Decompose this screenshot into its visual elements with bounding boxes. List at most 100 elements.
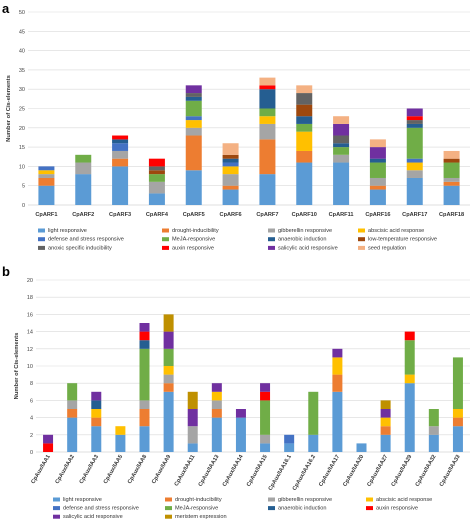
legend-swatch <box>268 228 275 233</box>
bar-segment <box>284 443 295 452</box>
y-tick-label: 10 <box>19 164 25 170</box>
bar-segment <box>222 185 239 190</box>
bar-segment <box>163 314 174 332</box>
y-tick-label: 0 <box>30 450 33 456</box>
bar-segment <box>452 357 463 409</box>
legend-label: auxin responsive <box>376 506 418 512</box>
chart-b: 0 2 4 6 8 10 12 14 16 18 20 Number of Cis-elements C… <box>14 278 470 520</box>
x-tick-label: CpAux/IAA1 <box>30 454 51 485</box>
bar-segment <box>112 143 129 151</box>
bar-segment <box>185 120 202 128</box>
bar-segment <box>284 434 295 444</box>
bar-segment <box>148 174 165 182</box>
legend-label: MeJA-responsive <box>175 506 218 512</box>
bar-segment <box>139 426 150 452</box>
legend-label: gibberellin responsive <box>278 228 332 234</box>
bar-segment <box>332 374 343 392</box>
bar-segment <box>428 426 439 435</box>
bar-segment <box>296 123 313 132</box>
bar-segment <box>112 158 129 167</box>
legend-swatch <box>162 228 169 233</box>
x-tick-label: CpARF1 <box>35 212 57 218</box>
bar-segment <box>296 93 313 105</box>
bar-segment <box>43 443 54 452</box>
y-tick-label: 2 <box>30 433 33 439</box>
x-tick-label: CpAux/IAA14 <box>222 453 245 487</box>
bar-segment <box>139 409 150 427</box>
bar-segment <box>91 417 102 427</box>
bar-segment <box>333 154 350 163</box>
x-tick-label: CpARF6 <box>220 212 242 218</box>
legend-swatch <box>162 237 169 242</box>
bar-segment <box>148 166 165 171</box>
bar-segment <box>112 150 129 159</box>
bar-segment <box>185 93 202 97</box>
bar-segment <box>406 158 423 163</box>
y-tick-label: 6 <box>30 398 33 404</box>
y-tick-label: 18 <box>27 295 33 301</box>
bar-segment <box>222 158 239 163</box>
y-tick-label: 50 <box>19 10 25 16</box>
bar-segment <box>38 174 55 178</box>
y-tick-label: 15 <box>19 145 25 151</box>
bar-segment <box>115 434 126 452</box>
legend-label: low-temperature responsive <box>368 237 437 243</box>
bar-segment <box>67 417 78 452</box>
legend-label: defense and stress responsive <box>63 506 139 512</box>
bar-segment <box>38 177 55 186</box>
bar-segment <box>380 417 391 427</box>
legend-label: salicylic acid responsive <box>278 245 338 251</box>
bar-segment <box>235 417 246 452</box>
legend-swatch <box>165 506 172 511</box>
bar-segment <box>369 158 386 163</box>
legend-label: auxin responsive <box>172 245 214 251</box>
bar-segment <box>185 116 202 121</box>
bar-segment <box>452 409 463 418</box>
x-tick-label: CpAux/IAA27 <box>366 454 389 488</box>
bar-segment <box>296 85 313 94</box>
bar-segment <box>443 162 460 178</box>
bar-segment <box>139 331 150 341</box>
bar-segment <box>38 170 55 175</box>
bar-segment <box>369 177 386 186</box>
bar-segment <box>222 166 239 175</box>
legend-label: defense and stress responsive <box>48 237 124 243</box>
bar-segment <box>406 177 423 205</box>
y-tick-label: 25 <box>19 107 25 113</box>
bar-segment <box>222 143 239 155</box>
bar-segment <box>75 154 92 163</box>
bar-segment <box>404 331 415 341</box>
bar-segment <box>235 409 246 418</box>
x-tick-label: CpAux/IAA29 <box>391 454 414 488</box>
bar-segment <box>406 123 423 128</box>
x-tick-label: CpAux/IAA20 <box>342 454 365 488</box>
bar-segment <box>443 158 460 163</box>
legend-label: gibberellin responsive <box>278 497 332 503</box>
bar-segment <box>259 123 276 140</box>
x-tick-label: CpAux/IAA3 <box>79 454 100 485</box>
bar-segment <box>222 174 239 186</box>
legend-label: seed regulation <box>368 245 406 251</box>
bar-segment <box>443 150 460 159</box>
bar-segment <box>222 162 239 167</box>
bar-segment <box>406 116 423 121</box>
legend-swatch <box>268 497 275 502</box>
y-tick-label: 40 <box>19 49 25 55</box>
bar-segment <box>452 426 463 452</box>
x-tick-label: CpARF2 <box>72 212 94 218</box>
bar-segment <box>185 127 202 136</box>
x-tick-label: CpARF11 <box>329 212 354 218</box>
bar-segment <box>38 185 55 205</box>
x-tick-label: CpAux/IAA16.2 <box>292 454 317 492</box>
bar-segment <box>404 383 415 452</box>
x-tick-label: CpAux/IAA15 <box>246 454 269 488</box>
bar-segment <box>260 391 271 401</box>
legend-swatch <box>53 506 60 511</box>
bar-segment <box>91 426 102 452</box>
y-tick-label: 14 <box>27 330 33 336</box>
bar-segment <box>259 85 276 90</box>
x-tick-label: CpAux/IAA33 <box>439 454 462 488</box>
y-tick-label: 0 <box>22 203 25 209</box>
bar-segment <box>185 100 202 117</box>
bar-segment <box>75 174 92 205</box>
